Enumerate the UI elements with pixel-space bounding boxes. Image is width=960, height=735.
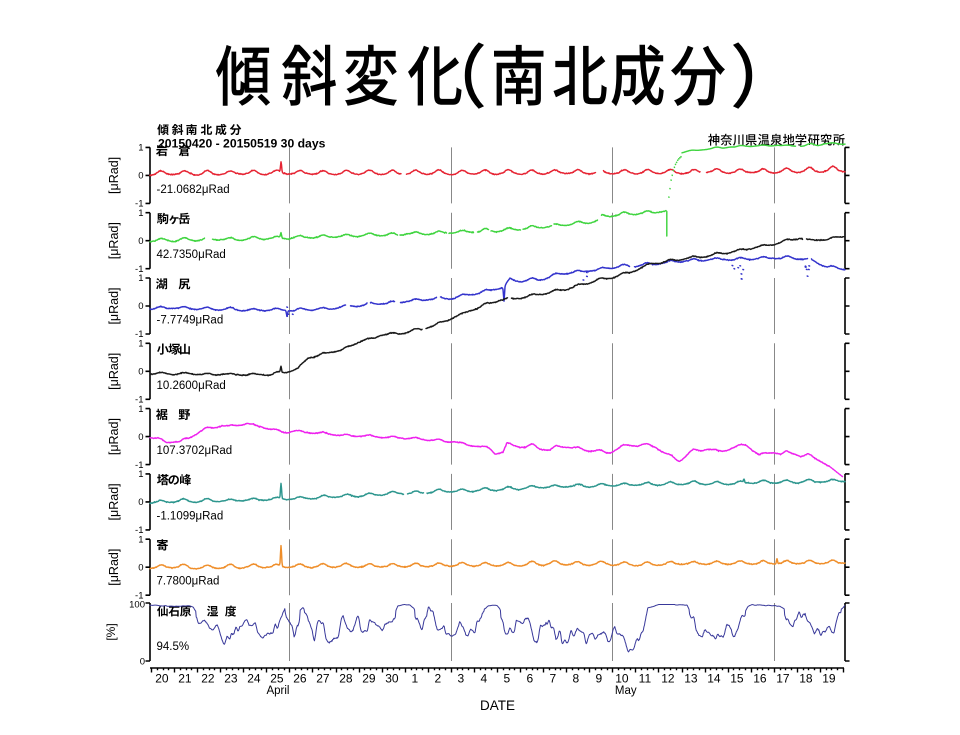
svg-text:7.7800μRad: 7.7800μRad: [157, 576, 220, 588]
svg-text:1: 1: [412, 672, 419, 686]
svg-text:107.3702μRad: 107.3702μRad: [157, 445, 233, 457]
svg-text:22: 22: [201, 672, 215, 686]
svg-text:1: 1: [138, 469, 143, 480]
svg-text:[μRad]: [μRad]: [107, 222, 121, 259]
svg-text:7: 7: [550, 672, 557, 686]
svg-text:23: 23: [224, 672, 238, 686]
svg-text:DATE: DATE: [480, 698, 515, 713]
svg-text:-1: -1: [135, 264, 143, 275]
svg-text:0: 0: [140, 656, 145, 667]
svg-text:April: April: [266, 685, 289, 697]
svg-text:0: 0: [138, 562, 143, 573]
svg-text:May: May: [615, 685, 637, 697]
svg-text:[μRad]: [μRad]: [107, 287, 121, 324]
svg-text:25: 25: [270, 672, 284, 686]
svg-text:6: 6: [527, 672, 534, 686]
svg-text:28: 28: [339, 672, 353, 686]
svg-text:10: 10: [615, 672, 629, 686]
svg-text:27: 27: [316, 672, 330, 686]
svg-text:1: 1: [138, 339, 143, 350]
svg-text:29: 29: [362, 672, 376, 686]
svg-text:1: 1: [138, 534, 143, 545]
svg-text:1: 1: [138, 143, 143, 154]
svg-text:[μRad]: [μRad]: [107, 418, 121, 455]
svg-text:-1: -1: [135, 590, 143, 601]
svg-text:1: 1: [138, 404, 143, 415]
svg-text:10.2600μRad: 10.2600μRad: [157, 380, 226, 392]
svg-text:9: 9: [596, 672, 603, 686]
svg-text:0: 0: [138, 497, 143, 508]
svg-text:[μRad]: [μRad]: [107, 549, 121, 586]
svg-text:0: 0: [138, 367, 143, 378]
svg-text:42.7350μRad: 42.7350μRad: [157, 249, 226, 261]
svg-text:1: 1: [138, 273, 143, 284]
svg-text:2: 2: [435, 672, 442, 686]
svg-text:-1: -1: [135, 395, 143, 406]
svg-text:16: 16: [753, 672, 767, 686]
svg-text:14: 14: [707, 672, 721, 686]
svg-text:11: 11: [639, 672, 652, 686]
svg-text:[%]: [%]: [104, 623, 118, 640]
svg-text:8: 8: [573, 672, 580, 686]
svg-text:30: 30: [385, 672, 399, 686]
svg-text:4: 4: [481, 672, 488, 686]
svg-text:1: 1: [138, 208, 143, 219]
svg-text:26: 26: [293, 672, 307, 686]
svg-text:12: 12: [661, 672, 675, 686]
svg-text:5: 5: [504, 672, 511, 686]
svg-text:24: 24: [247, 672, 261, 686]
svg-text:21: 21: [178, 672, 192, 686]
svg-text:100: 100: [129, 600, 145, 611]
svg-text:0: 0: [138, 301, 143, 312]
svg-text:[μRad]: [μRad]: [107, 353, 121, 390]
svg-text:0: 0: [138, 171, 143, 182]
svg-text:20: 20: [155, 672, 169, 686]
svg-text:0: 0: [138, 432, 143, 443]
svg-text:-1.1099μRad: -1.1099μRad: [157, 510, 224, 522]
svg-text:3: 3: [458, 672, 465, 686]
svg-text:-1: -1: [135, 525, 143, 536]
svg-text:-1: -1: [135, 199, 143, 210]
svg-text:18: 18: [799, 672, 813, 686]
svg-text:[μRad]: [μRad]: [107, 483, 121, 520]
svg-text:0: 0: [138, 236, 143, 247]
svg-text:20150420 - 20150519 30 days: 20150420 - 20150519 30 days: [158, 137, 326, 151]
svg-text:-1: -1: [135, 329, 143, 340]
svg-text:-21.0682μRad: -21.0682μRad: [157, 184, 230, 196]
svg-text:94.5%: 94.5%: [157, 641, 190, 653]
svg-text:-1: -1: [135, 460, 143, 471]
svg-text:17: 17: [776, 672, 790, 686]
svg-text:13: 13: [684, 672, 698, 686]
svg-text:19: 19: [822, 672, 836, 686]
svg-text:15: 15: [730, 672, 744, 686]
svg-text:-7.7749μRad: -7.7749μRad: [157, 315, 224, 327]
svg-text:[μRad]: [μRad]: [107, 157, 121, 194]
